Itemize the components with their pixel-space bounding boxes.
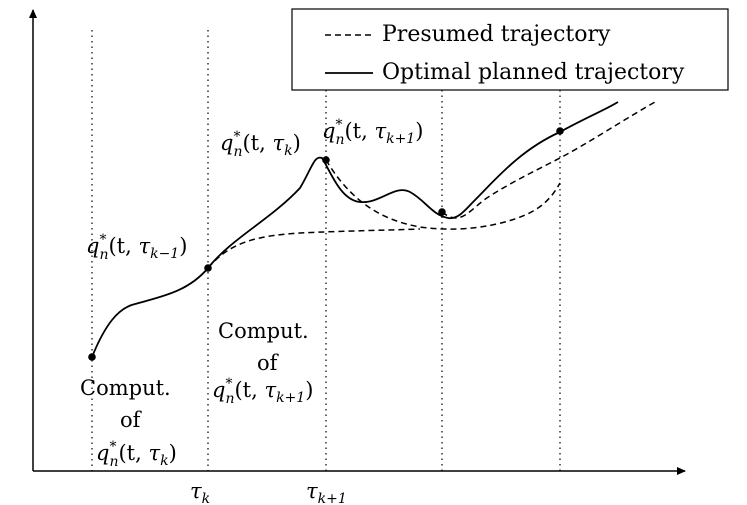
point-tau-k	[204, 264, 212, 272]
presumed-trajectory-3	[441, 101, 656, 219]
label-q-tau-k-plus-1: q* n(t, τk+1)	[322, 117, 423, 148]
point-tau-k1	[322, 156, 330, 164]
legend-box	[291, 8, 729, 91]
comput-second-line1: Comput.	[218, 319, 309, 343]
tick-label-tau-k1: τk+1	[306, 479, 347, 505]
presumed-trajectory-1	[207, 228, 421, 269]
comput-first-formula: q* n(t, τk)	[96, 439, 177, 470]
comput-second-formula: q* n(t, τk+1)	[212, 376, 313, 407]
legend: Presumed trajectory Optimal planned traj…	[291, 8, 729, 91]
point-4	[438, 208, 446, 216]
comput-first-line1: Comput.	[80, 376, 171, 400]
label-q-tau-k-minus-1: q* n(t, τk−1)	[86, 232, 187, 263]
label-q-tau-k: q* n(t, τk)	[220, 129, 301, 160]
comput-block-second: Comput. of q* n(t, τk+1)	[212, 319, 313, 407]
point-5	[556, 127, 564, 135]
comput-block-first: Comput. of q* n(t, τk)	[80, 376, 177, 470]
tick-label-tau-k: τk	[190, 479, 210, 505]
optimal-trajectory-curve	[91, 101, 619, 358]
comput-first-line2: of	[120, 408, 143, 432]
presumed-trajectory-2	[325, 159, 561, 230]
legend-presumed-label: Presumed trajectory	[382, 22, 611, 47]
legend-optimal-label: Optimal planned trajectory	[382, 60, 685, 85]
comput-second-line2: of	[257, 351, 280, 375]
point-start	[88, 353, 96, 361]
